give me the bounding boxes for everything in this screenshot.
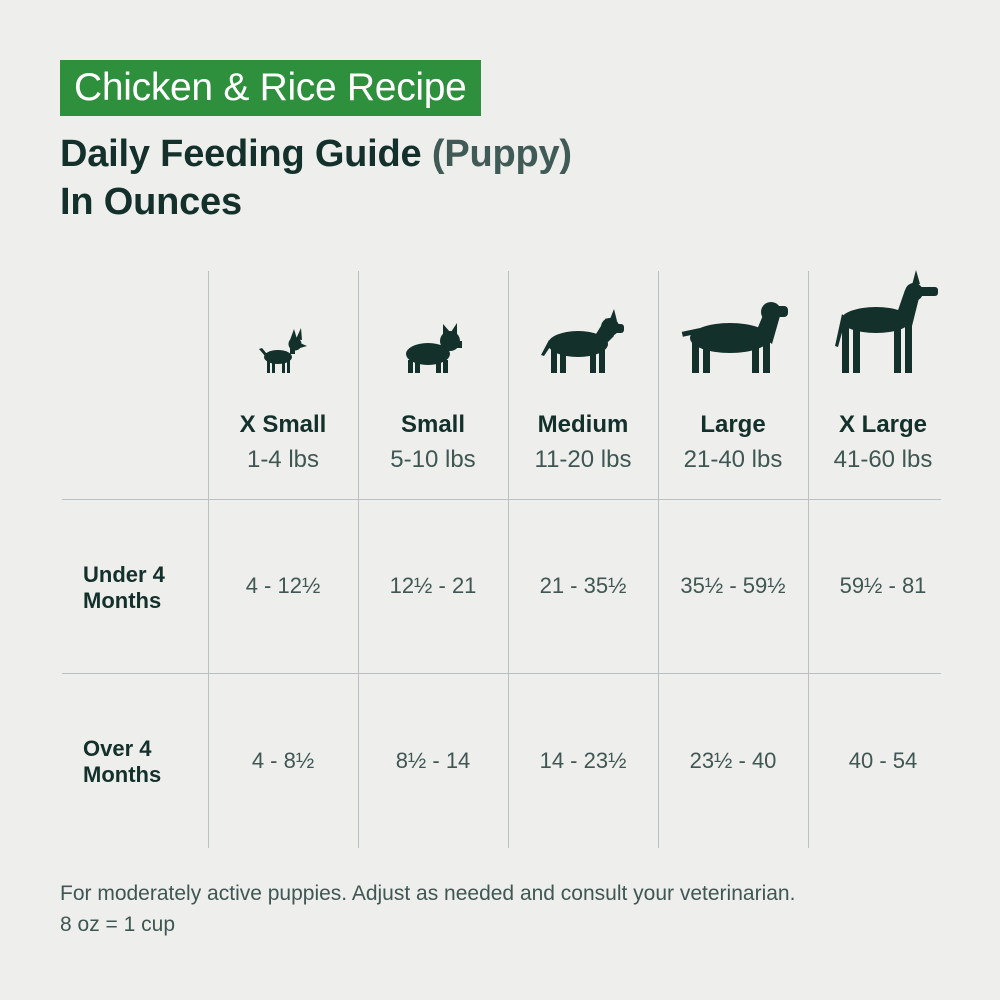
column-header-large: Large 21-40 lbs: [658, 268, 808, 498]
grid-line-vertical: [808, 271, 809, 848]
footnote-conversion: 8 oz = 1 cup: [60, 913, 175, 936]
grid-line-vertical: [508, 271, 509, 848]
grid-line-vertical: [358, 271, 359, 848]
table-cell: 12½ - 21: [389, 573, 477, 598]
title-main: Daily Feeding Guide: [60, 133, 432, 175]
grid-line-horizontal: [62, 673, 941, 674]
size-name: Medium: [537, 411, 629, 438]
footnote-text: For moderately active puppies. Adjust as…: [60, 882, 796, 905]
table-cell: 35½ - 59½: [680, 573, 786, 598]
size-weight-range: 5-10 lbs: [390, 446, 476, 473]
row-label-over-4-months: Over 4 Months: [83, 736, 162, 787]
grid-line-vertical: [658, 271, 659, 848]
chihuahua-icon: [208, 268, 358, 376]
page-title: Daily Feeding Guide (Puppy): [60, 131, 572, 178]
great-dane-icon: [808, 268, 958, 376]
table-cell: 14 - 23½: [539, 748, 627, 773]
column-header-x-large: X Large 41-60 lbs: [808, 268, 958, 498]
recipe-badge: Chicken & Rice Recipe: [60, 60, 481, 116]
size-name: Large: [700, 411, 766, 438]
column-header-medium: Medium 11-20 lbs: [508, 268, 658, 498]
size-weight-range: 21-40 lbs: [683, 446, 783, 473]
size-weight-range: 41-60 lbs: [833, 446, 933, 473]
page-subtitle: In Ounces: [60, 181, 242, 223]
table-cell: 21 - 35½: [539, 573, 627, 598]
size-weight-range: 1-4 lbs: [246, 446, 320, 473]
french-bulldog-icon: [358, 268, 508, 376]
table-cell: 4 - 8½: [251, 748, 315, 773]
labrador-icon: [658, 268, 808, 376]
title-puppy: (Puppy): [431, 133, 572, 175]
pitbull-icon: [508, 268, 658, 376]
size-weight-range: 11-20 lbs: [534, 446, 632, 473]
table-cell: 40 - 54: [848, 748, 918, 773]
table-cell: 23½ - 40: [689, 748, 777, 773]
row-label-under-4-months: Under 4 Months: [83, 562, 165, 613]
table-cell: 4 - 12½: [245, 573, 321, 598]
size-name: X Large: [838, 411, 928, 438]
table-cell: 8½ - 14: [395, 748, 471, 773]
grid-line-vertical: [208, 271, 209, 848]
column-header-small: Small 5-10 lbs: [358, 268, 508, 498]
column-header-x-small: X Small 1-4 lbs: [208, 268, 358, 498]
size-name: Small: [400, 411, 466, 438]
grid-line-horizontal: [62, 499, 941, 500]
table-cell: 59½ - 81: [839, 573, 927, 598]
size-name: X Small: [239, 411, 327, 438]
